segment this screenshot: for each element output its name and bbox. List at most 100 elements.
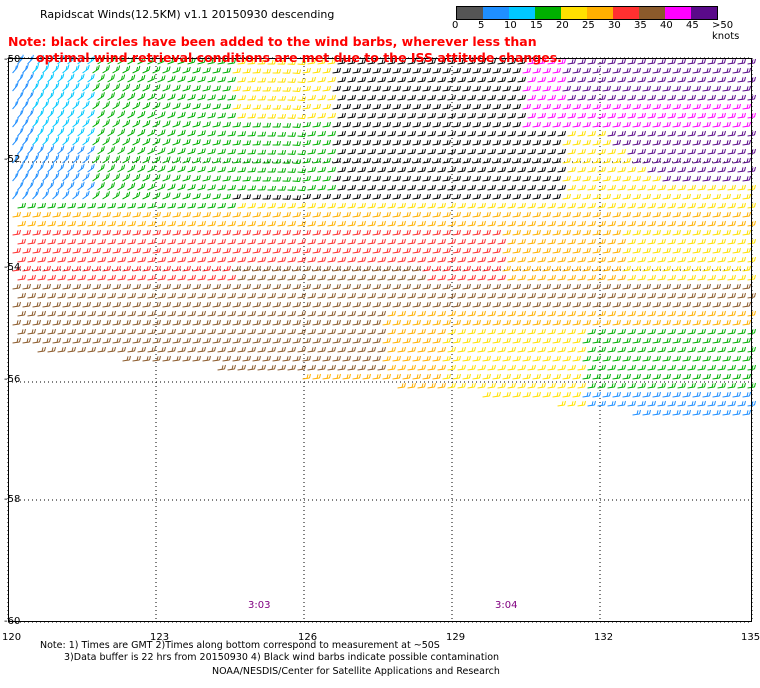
wind-barb — [427, 58, 436, 65]
wind-barb — [652, 85, 661, 92]
wind-barb — [667, 94, 676, 101]
wind-barb — [617, 76, 626, 83]
wind-barb — [517, 94, 526, 101]
wind-barb — [442, 85, 451, 92]
wind-barb — [72, 82, 80, 92]
wind-barb — [337, 58, 346, 65]
wind-barb — [532, 85, 541, 92]
wind-barb — [427, 94, 436, 101]
wind-barb — [317, 76, 326, 83]
wind-barb — [132, 65, 141, 74]
wind-barb — [367, 58, 376, 65]
wind-barb — [222, 67, 231, 74]
wind-barb — [572, 85, 581, 92]
wind-barb — [407, 58, 416, 65]
wind-barb — [547, 94, 556, 101]
wind-barb — [277, 95, 287, 101]
wind-barb — [67, 73, 75, 83]
wind-barb — [52, 64, 60, 74]
wind-barb — [122, 65, 131, 74]
wind-barb — [732, 85, 741, 92]
wind-barb — [142, 65, 151, 74]
wind-barb — [82, 64, 90, 74]
wind-barb — [397, 58, 406, 65]
color-swatch — [613, 7, 639, 19]
wind-barb — [107, 74, 116, 83]
wind-barb — [552, 67, 561, 74]
wind-barb — [17, 72, 24, 83]
wind-barb — [697, 58, 706, 65]
wind-barb — [322, 67, 331, 74]
wind-barb — [417, 94, 426, 101]
wind-barb — [242, 68, 252, 74]
wind-barb — [517, 76, 526, 83]
wind-barb — [627, 94, 636, 101]
wind-barb — [597, 58, 606, 65]
wind-barb — [527, 58, 536, 65]
wind-barb — [437, 58, 446, 65]
wind-barb — [197, 76, 206, 83]
wind-barb — [387, 76, 396, 83]
attitude-note: Note: black circles have been added to t… — [8, 34, 562, 66]
wind-barb — [77, 55, 85, 65]
wind-barb — [697, 94, 706, 101]
wind-barb — [517, 58, 526, 65]
wind-barb — [282, 87, 292, 92]
wind-barb — [377, 58, 386, 65]
wind-barb — [287, 60, 297, 65]
lat-label-60: -60 — [4, 616, 21, 627]
wind-barb — [647, 76, 656, 83]
wind-barb — [697, 76, 706, 83]
wind-barb — [627, 76, 636, 83]
wind-barb — [662, 67, 671, 74]
wind-barb — [302, 67, 311, 74]
lon-label-135: 135 — [741, 632, 760, 643]
wind-barb — [412, 67, 421, 74]
wind-barb — [467, 58, 476, 65]
plot-title: Rapidscat Winds(12.5KM) v1.1 20150930 de… — [40, 8, 335, 21]
wind-barb — [77, 91, 85, 101]
wind-barb — [522, 85, 531, 92]
wind-barb — [137, 74, 146, 83]
wind-barb — [432, 67, 441, 74]
wind-barb — [477, 76, 486, 83]
wind-barb — [562, 85, 571, 92]
map-frame — [8, 58, 752, 622]
wind-barb — [187, 75, 196, 83]
wind-barb — [422, 67, 431, 74]
wind-barb — [252, 68, 262, 74]
wind-barb — [462, 67, 471, 74]
wind-barb — [687, 94, 696, 101]
wind-barb — [722, 67, 731, 74]
wind-barb — [707, 76, 716, 83]
wind-barb — [197, 94, 206, 101]
wind-barb — [427, 76, 436, 83]
wind-barb — [457, 58, 466, 65]
wind-barb — [422, 85, 431, 92]
wind-barb — [512, 67, 521, 74]
wind-barb — [717, 94, 726, 101]
footer-note-line2: 3)Data buffer is 22 hrs from 20150930 4)… — [64, 652, 500, 663]
wind-barb — [307, 76, 316, 83]
wind-barb — [482, 85, 491, 92]
wind-barb — [602, 67, 611, 74]
color-swatch — [457, 7, 483, 19]
wind-barb — [657, 58, 666, 65]
wind-barb — [232, 68, 241, 74]
wind-barb — [527, 76, 536, 83]
attitude-note-line1: Note: black circles have been added to t… — [8, 34, 537, 49]
wind-barb — [492, 85, 501, 92]
wind-barb — [557, 58, 566, 65]
wind-barb — [292, 87, 302, 93]
wind-barb — [607, 76, 616, 83]
wind-barb — [737, 58, 746, 65]
wind-barb — [147, 75, 156, 83]
wind-barb — [557, 94, 566, 101]
wind-barb — [402, 67, 411, 74]
wind-barb — [152, 84, 161, 92]
color-swatch — [665, 7, 691, 19]
wind-barb — [537, 76, 546, 83]
color-swatch — [535, 7, 561, 19]
wind-barb — [27, 72, 34, 83]
wind-barb — [472, 85, 481, 92]
